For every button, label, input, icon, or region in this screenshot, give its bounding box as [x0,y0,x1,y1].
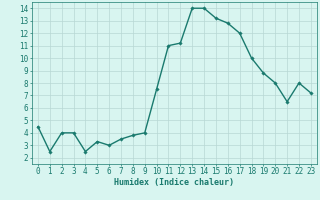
X-axis label: Humidex (Indice chaleur): Humidex (Indice chaleur) [115,178,234,187]
